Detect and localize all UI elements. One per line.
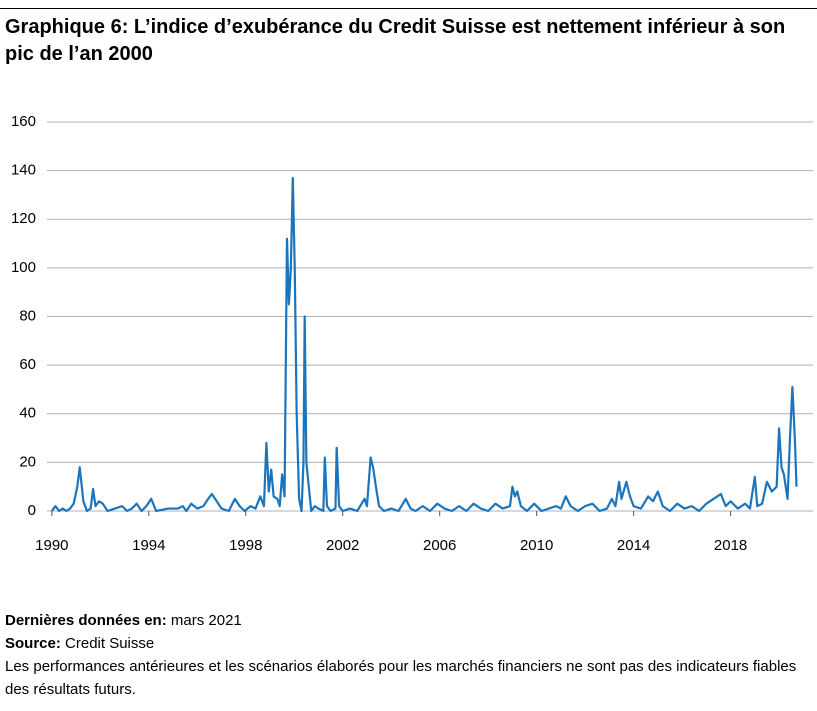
y-tick-label: 0 xyxy=(28,502,36,519)
chart-title: Graphique 6: L’indice d’exubérance du Cr… xyxy=(5,16,786,65)
label: Source: xyxy=(5,635,61,652)
y-tick-label: 40 xyxy=(19,405,36,422)
source: Source: Credit Suisse xyxy=(5,632,805,655)
x-tick-label: 2010 xyxy=(520,537,553,554)
x-tick-label: 2006 xyxy=(423,537,456,554)
x-tick-label: 2014 xyxy=(617,537,650,554)
y-tick-label: 120 xyxy=(11,210,36,227)
x-tick-label: 1998 xyxy=(229,537,262,554)
disclaimer: Les performances antérieures et les scén… xyxy=(5,658,797,698)
footer: Dernières données en: mars 2021 Source: … xyxy=(5,609,805,701)
y-tick-label: 60 xyxy=(19,356,36,373)
label: Dernières données en: xyxy=(5,612,167,629)
last-data: Dernières données en: mars 2021 xyxy=(5,609,805,632)
x-tick-label: 1990 xyxy=(35,537,68,554)
y-tick-label: 20 xyxy=(19,453,36,470)
x-tick-label: 1994 xyxy=(132,537,165,554)
y-tick-label: 100 xyxy=(11,259,36,276)
chart: 0 20 40 60 80 100 120 140 160 1990 1994 1998 2002 200… xyxy=(11,113,813,554)
value: Credit Suisse xyxy=(65,635,155,652)
value: mars 2021 xyxy=(170,612,242,629)
y-tick-label: 160 xyxy=(11,113,36,130)
y-tick-label: 80 xyxy=(19,307,36,324)
y-tick-label: 140 xyxy=(11,162,36,179)
line-series xyxy=(50,176,798,513)
x-tick-label: 2002 xyxy=(326,537,359,554)
x-tick-label: 2018 xyxy=(714,537,747,554)
top-rule xyxy=(0,8,817,9)
